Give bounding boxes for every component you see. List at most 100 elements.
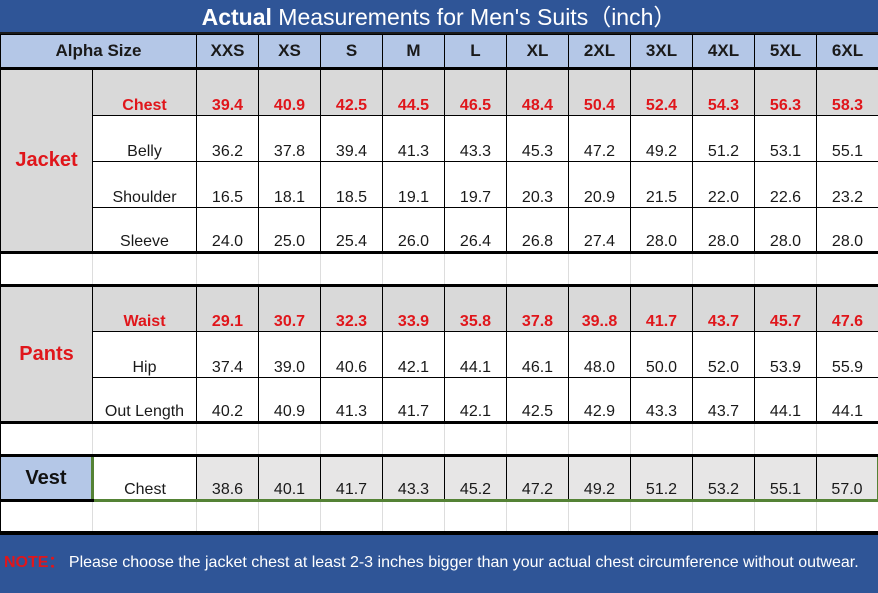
measurement-value: 42.5 bbox=[320, 68, 383, 116]
size-header-6xl: 6XL bbox=[816, 34, 878, 70]
empty-cell bbox=[258, 499, 321, 534]
measurement-label: Hip bbox=[92, 331, 197, 378]
measurement-value: 42.5 bbox=[506, 377, 569, 423]
measurement-value: 52.0 bbox=[692, 331, 755, 378]
spacer-row bbox=[0, 251, 878, 287]
measurement-label: Sleeve bbox=[92, 207, 197, 253]
empty-cell bbox=[196, 421, 259, 457]
measurement-value: 26.8 bbox=[506, 207, 569, 253]
measurement-value: 30.7 bbox=[258, 285, 321, 332]
empty-cell bbox=[382, 251, 445, 287]
measurement-value: 53.1 bbox=[754, 115, 817, 162]
vest-category: Vest bbox=[0, 454, 94, 502]
size-header-5xl: 5XL bbox=[754, 34, 817, 70]
measurement-value: 46.1 bbox=[506, 331, 569, 378]
header-row: Alpha Size XXS XS S M L XL 2XL 3XL 4XL 5XL 6XL bbox=[0, 34, 878, 70]
measurement-label: Out Length bbox=[92, 377, 197, 423]
note-banner: NOTE： Please choose the jacket chest at … bbox=[0, 532, 878, 593]
empty-cell bbox=[92, 499, 197, 534]
jacket-row-shoulder: Shoulder 16.5 18.1 18.5 19.1 19.7 20.3 20.9 21.5… bbox=[1, 161, 878, 208]
measurement-value: 41.3 bbox=[382, 115, 445, 162]
measurement-value: 28.0 bbox=[692, 207, 755, 253]
measurement-value: 48.0 bbox=[568, 331, 631, 378]
empty-cell bbox=[320, 421, 383, 457]
measurement-value: 44.1 bbox=[444, 331, 507, 378]
measurement-value: 28.0 bbox=[754, 207, 817, 253]
measurement-value: 45.2 bbox=[444, 454, 507, 502]
title-bold: Actual bbox=[201, 4, 272, 30]
empty-cell bbox=[382, 421, 445, 457]
measurement-value: 28.0 bbox=[630, 207, 693, 253]
measurement-value: 56.3 bbox=[754, 68, 817, 116]
empty-cell bbox=[754, 421, 817, 457]
empty-cell bbox=[630, 421, 693, 457]
empty-cell bbox=[754, 251, 817, 287]
measurement-value: 40.2 bbox=[196, 377, 259, 423]
measurement-label: Chest bbox=[92, 68, 197, 116]
measurement-value: 40.6 bbox=[320, 331, 383, 378]
measurement-value: 18.1 bbox=[258, 161, 321, 208]
empty-cell bbox=[196, 251, 259, 287]
measurement-value: 25.4 bbox=[320, 207, 383, 253]
measurement-value: 16.5 bbox=[196, 161, 259, 208]
empty-cell bbox=[258, 251, 321, 287]
measurement-value: 55.1 bbox=[816, 115, 878, 162]
size-header-xl: XL bbox=[506, 34, 569, 70]
measurement-value: 49.2 bbox=[630, 115, 693, 162]
measurement-value: 29.1 bbox=[196, 285, 259, 332]
empty-cell bbox=[506, 251, 569, 287]
measurement-value: 20.9 bbox=[568, 161, 631, 208]
measurement-value: 26.4 bbox=[444, 207, 507, 253]
empty-cell bbox=[444, 251, 507, 287]
measurement-value: 39..8 bbox=[568, 285, 631, 332]
measurement-value: 42.1 bbox=[382, 331, 445, 378]
empty-cell bbox=[816, 499, 878, 534]
size-header-4xl: 4XL bbox=[692, 34, 755, 70]
measurement-value: 42.9 bbox=[568, 377, 631, 423]
measurement-value: 28.0 bbox=[816, 207, 878, 253]
empty-cell bbox=[258, 421, 321, 457]
measurement-value: 58.3 bbox=[816, 68, 878, 116]
size-header-xxs: XXS bbox=[196, 34, 259, 70]
measurement-label: Chest bbox=[92, 454, 197, 502]
measurement-value: 26.0 bbox=[382, 207, 445, 253]
measurement-value: 40.1 bbox=[258, 454, 321, 502]
measurement-value: 52.4 bbox=[630, 68, 693, 116]
measurement-value: 51.2 bbox=[630, 454, 693, 502]
empty-cell bbox=[630, 251, 693, 287]
empty-cell bbox=[816, 421, 878, 457]
pants-category: Pants bbox=[0, 285, 93, 423]
measurement-label: Belly bbox=[92, 115, 197, 162]
empty-cell bbox=[816, 251, 878, 287]
measurement-value: 45.3 bbox=[506, 115, 569, 162]
empty-cell bbox=[0, 251, 93, 287]
empty-cell bbox=[754, 499, 817, 534]
empty-cell bbox=[92, 421, 197, 457]
measurement-value: 21.5 bbox=[630, 161, 693, 208]
measurement-value: 19.7 bbox=[444, 161, 507, 208]
alpha-size-header: Alpha Size bbox=[0, 34, 197, 70]
measurement-value: 44.1 bbox=[754, 377, 817, 423]
measurement-value: 39.4 bbox=[320, 115, 383, 162]
jacket-row-chest: Jacket Chest 39.4 40.9 42.5 44.5 46.5 48.4 50.4 5… bbox=[0, 68, 878, 253]
measurement-value: 39.0 bbox=[258, 331, 321, 378]
empty-cell bbox=[692, 499, 755, 534]
measurement-value: 40.9 bbox=[258, 377, 321, 423]
measurement-value: 37.8 bbox=[258, 115, 321, 162]
measurement-value: 24.0 bbox=[196, 207, 259, 253]
page-title: Actual Measurements for Men's Suits（inch… bbox=[0, 0, 878, 34]
measurement-value: 44.1 bbox=[816, 377, 878, 423]
vest-row-chest: Vest Chest 38.6 40.1 41.7 43.3 45.2 47.2 49.2 51.… bbox=[0, 454, 878, 502]
measurement-value: 48.4 bbox=[506, 68, 569, 116]
jacket-category: Jacket bbox=[0, 68, 93, 253]
measurement-value: 25.0 bbox=[258, 207, 321, 253]
measurement-value: 51.2 bbox=[692, 115, 755, 162]
measurement-value: 43.7 bbox=[692, 285, 755, 332]
empty-cell bbox=[196, 499, 259, 534]
note-label: NOTE： bbox=[4, 554, 65, 571]
empty-cell bbox=[506, 499, 569, 534]
empty-cell bbox=[382, 499, 445, 534]
pants-row-waist: Pants Waist 29.1 30.7 32.3 33.9 35.8 37.8 39..8 4… bbox=[0, 285, 878, 423]
empty-cell bbox=[692, 251, 755, 287]
measurement-value: 50.0 bbox=[630, 331, 693, 378]
